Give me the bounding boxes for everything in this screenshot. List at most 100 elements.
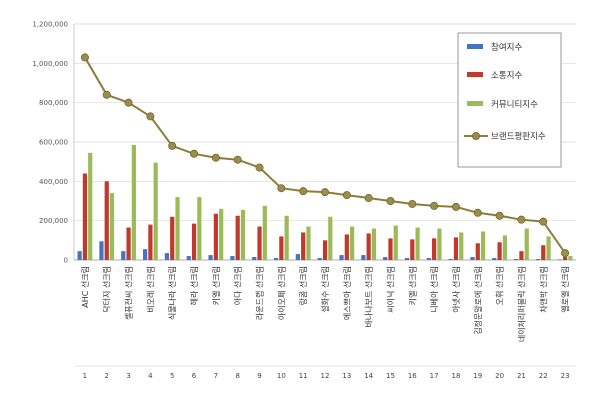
category-label: 닥터지 선크림	[102, 266, 112, 313]
brand-index-point	[561, 249, 570, 258]
brand-index-point	[146, 112, 155, 121]
index-label: 19	[473, 372, 482, 380]
legend-marker	[471, 131, 480, 140]
category-label: 네이처리퍼블릭 선크림	[516, 266, 526, 342]
y-tick-label: 0	[64, 257, 68, 265]
brand-index-point	[539, 217, 548, 226]
bar-2	[432, 238, 437, 260]
category-label: AHC 선크림	[80, 266, 90, 308]
bar-1	[295, 254, 300, 260]
category-label: 헤라 선크림	[189, 266, 199, 305]
legend-swatch	[467, 101, 483, 106]
bar-3	[437, 228, 442, 260]
bar-3	[328, 216, 333, 260]
bar-2	[475, 243, 480, 260]
index-label: 6	[192, 372, 197, 380]
y-tick-label: 1,200,000	[32, 21, 68, 29]
brand-index-point	[364, 194, 373, 203]
bar-1	[448, 259, 453, 260]
legend-swatch	[467, 72, 483, 77]
category-label: 씨이닉 선크림	[385, 266, 395, 313]
brand-index-point	[408, 199, 417, 208]
bar-2	[235, 215, 240, 260]
bar-1	[470, 257, 475, 260]
y-tick-label: 400,000	[39, 178, 68, 186]
index-label: 16	[408, 372, 417, 380]
bar-3	[459, 232, 464, 260]
bar-3	[175, 197, 180, 260]
index-label: 3	[126, 372, 130, 380]
bar-2	[366, 233, 371, 260]
bar-3	[284, 215, 289, 260]
brand-index-point	[124, 98, 133, 107]
bar-2	[301, 232, 306, 260]
index-label: 17	[430, 372, 439, 380]
bar-3	[88, 152, 93, 260]
category-label: 김정문알로에 선크림	[473, 266, 483, 335]
category-label: 아넷사 선크림	[451, 266, 461, 313]
category-label: 에스쁘아 선크림	[342, 266, 352, 320]
legend-label: 참여지수	[491, 42, 522, 53]
bar-3	[306, 226, 311, 260]
bar-2	[322, 240, 328, 260]
bar-1	[77, 251, 82, 260]
bar-1	[121, 251, 126, 260]
brand-index-point	[473, 208, 482, 217]
bar-1	[383, 257, 388, 260]
brand-index-point	[277, 184, 286, 193]
bar-3	[197, 197, 202, 260]
y-tick-label: 800,000	[39, 99, 68, 107]
category-label: 설화수 선크림	[320, 266, 330, 313]
bar-2	[541, 245, 546, 260]
index-label: 9	[257, 372, 261, 380]
index-label: 2	[105, 372, 109, 380]
brand-index-point	[299, 187, 308, 196]
brand-index-point	[80, 53, 89, 62]
bar-1	[208, 255, 213, 260]
index-label: 21	[517, 372, 526, 380]
bar-1	[492, 258, 497, 260]
bar-1	[230, 256, 235, 260]
category-label: 키엘 선크림	[407, 266, 417, 305]
bar-1	[164, 253, 170, 260]
bar-2	[191, 223, 197, 260]
bar-1	[404, 258, 410, 260]
bar-2	[126, 227, 131, 260]
bar-1	[426, 258, 431, 260]
bar-2	[519, 251, 524, 260]
index-label: 7	[214, 372, 218, 380]
index-label: 14	[364, 372, 373, 380]
bar-1	[557, 259, 562, 260]
bar-2	[453, 237, 459, 260]
bar-2	[410, 239, 415, 260]
index-label: 23	[561, 372, 570, 380]
bar-3	[153, 162, 158, 260]
bar-2	[279, 236, 284, 260]
index-label: 10	[277, 372, 286, 380]
bar-3	[109, 193, 115, 260]
bar-2	[562, 257, 568, 260]
index-label: 5	[170, 372, 174, 380]
index-label: 20	[495, 372, 504, 380]
bar-1	[142, 249, 148, 260]
bar-1	[186, 256, 191, 260]
brand-index-point	[102, 90, 111, 99]
bar-3	[546, 236, 551, 260]
bar-3	[480, 231, 486, 260]
bar-3	[568, 256, 573, 260]
bar-1	[535, 259, 541, 260]
bar-3	[393, 225, 398, 260]
brand-index-point	[430, 201, 439, 210]
category-label: 식물나라 선크림	[167, 266, 177, 320]
bar-2	[104, 181, 109, 260]
bar-1	[361, 255, 366, 260]
brand-index-point	[451, 202, 460, 211]
index-label: 4	[148, 372, 153, 380]
bar-1	[273, 258, 279, 260]
legend-label: 브랜드평판지수	[491, 131, 546, 142]
category-label: 엘로엘 선크림	[560, 266, 570, 313]
bar-3	[262, 205, 267, 260]
index-label: 11	[299, 372, 308, 380]
